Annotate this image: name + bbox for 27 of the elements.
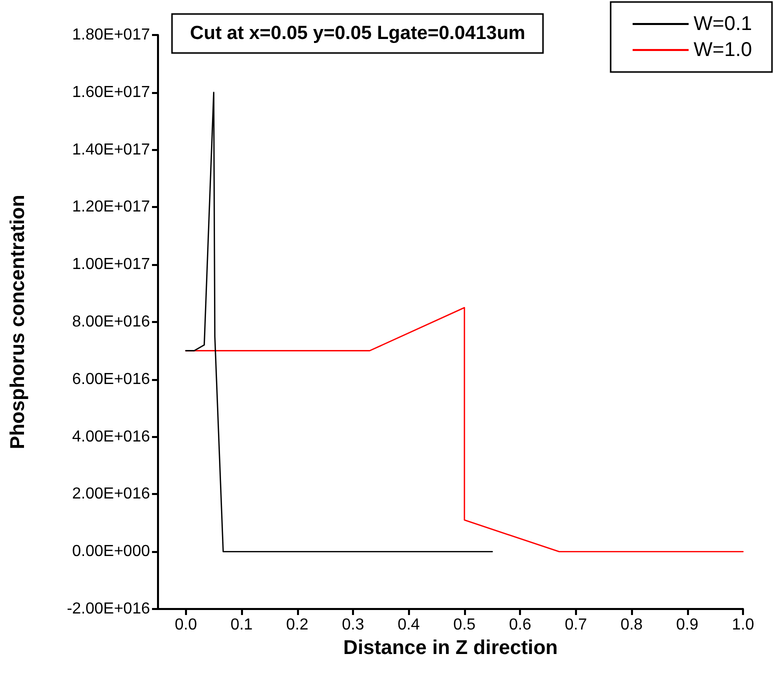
x-tick-label: 0.6	[509, 616, 532, 634]
x-tick-label: 0.1	[230, 616, 253, 634]
y-tick-label: 8.00E+016	[72, 314, 150, 330]
y-tick-label: 1.40E+017	[72, 141, 150, 158]
y-tick-label: 1.00E+017	[72, 256, 150, 274]
y-tick-label: -2.00E+016	[66, 600, 150, 618]
x-axis-title: Distance in Z direction	[343, 636, 558, 659]
x-tick-label: 0.9	[676, 616, 699, 634]
y-axis-title: Phosphorus concentration	[7, 194, 29, 450]
y-tick-label: 0.00E+000	[72, 543, 150, 560]
x-tick-label: 0.8	[620, 616, 643, 634]
y-tick-label: 1.80E+017	[72, 26, 150, 44]
chart-title: Cut at x=0.05 y=0.05 Lgate=0.0413um	[190, 23, 526, 44]
x-tick-label: 0.4	[398, 616, 420, 634]
y-tick-label: 2.00E+016	[72, 486, 150, 503]
x-tick-label: 0.5	[453, 616, 476, 634]
x-tick-label: 1.0	[732, 616, 754, 634]
x-tick-label: 0.7	[564, 616, 588, 634]
y-tick-label: 6.00E+016	[72, 370, 150, 388]
x-tick-label: 0.2	[286, 616, 309, 634]
x-tick-label: 0.0	[174, 616, 198, 634]
y-tick-label: 1.60E+017	[72, 84, 150, 101]
y-tick-label: 4.00E+016	[72, 428, 150, 446]
legend-label: W=1.0	[694, 39, 752, 61]
x-tick-label: 0.3	[342, 616, 364, 634]
legend-label: W=0.1	[694, 13, 752, 35]
y-tick-label: 1.20E+017	[72, 198, 150, 216]
